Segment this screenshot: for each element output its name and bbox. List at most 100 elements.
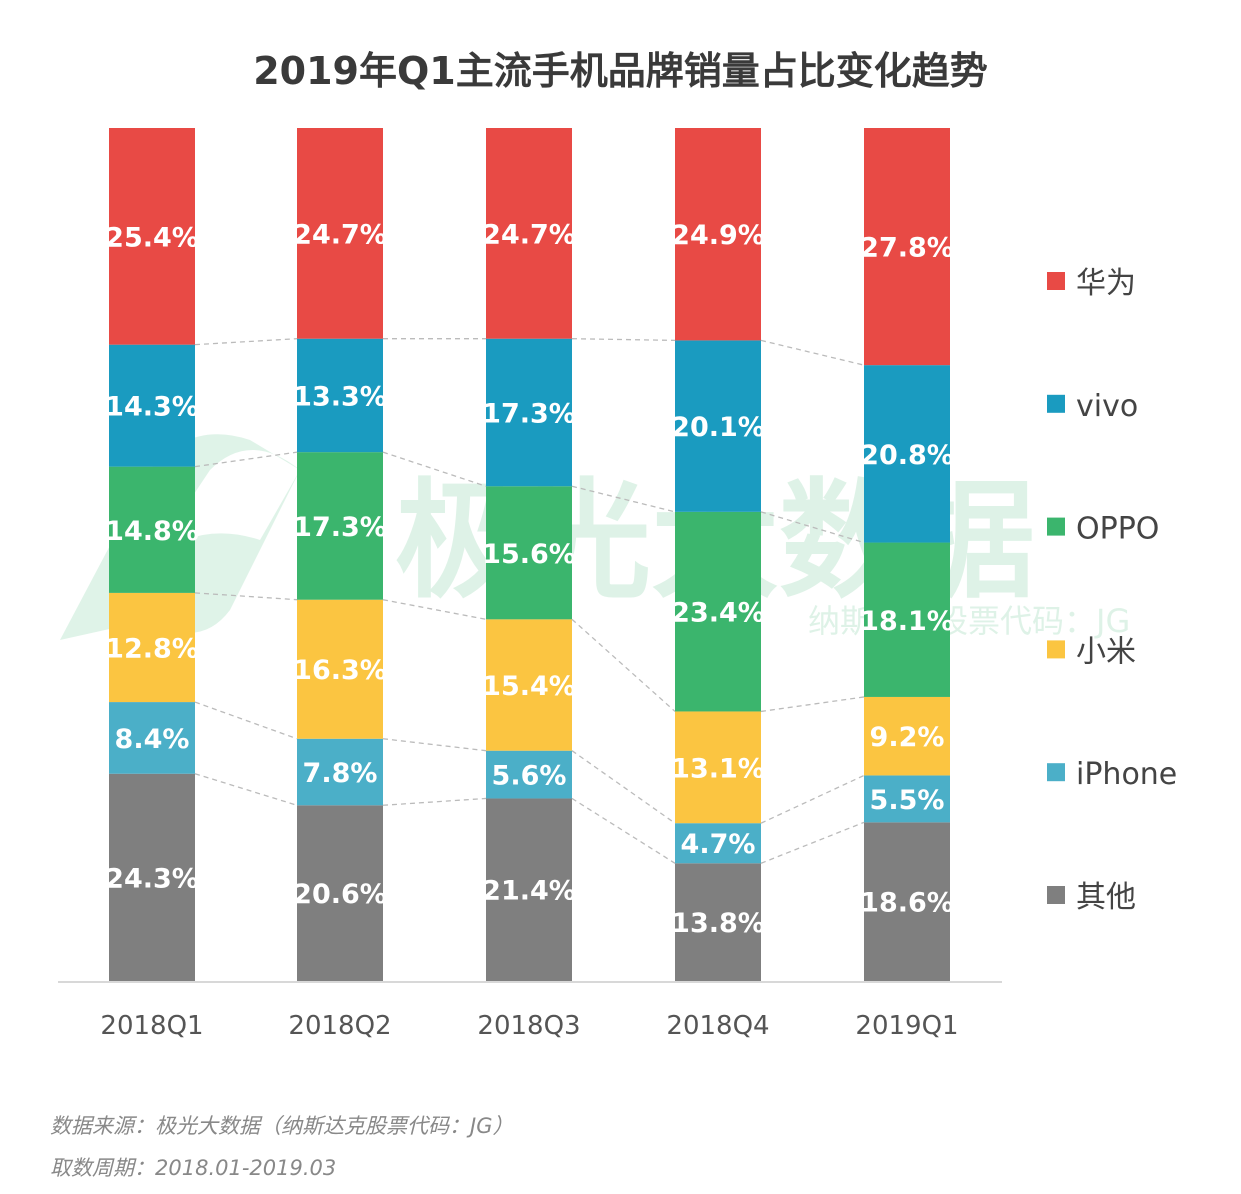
connector-line (194, 592, 298, 601)
bar-segment (109, 466, 195, 593)
bar-segment (486, 338, 572, 487)
bar-segment (675, 863, 761, 981)
legend-label: vivo (1076, 389, 1138, 424)
legend-swatch (1047, 886, 1065, 904)
data-label: 5.6% (492, 761, 567, 792)
watermark: 极光大数据纳斯达克股票代码：JG (60, 434, 1130, 640)
data-label: 14.3% (105, 392, 199, 423)
watermark-subtext: 纳斯达克股票代码：JG (808, 602, 1130, 640)
connector-line (382, 738, 487, 752)
bar-segment (864, 696, 950, 776)
bar-segment (864, 128, 950, 366)
data-label: 17.3% (482, 398, 576, 429)
bar-segment (864, 542, 950, 697)
legend-item-5: 其他 (1047, 880, 1136, 915)
x-tick-label: 2018Q4 (666, 1011, 769, 1041)
connector-line (194, 451, 298, 468)
data-label: 15.4% (482, 671, 576, 702)
bar-segment (864, 775, 950, 823)
legend-swatch (1047, 640, 1065, 659)
data-label: 21.4% (482, 876, 576, 907)
connector-line (571, 797, 676, 864)
bar-segment (675, 340, 761, 512)
bar-segment (486, 798, 572, 981)
data-label: 24.3% (105, 863, 199, 894)
bar-segment (675, 711, 761, 824)
bar-segment (109, 592, 195, 703)
bar-segment (109, 773, 195, 981)
bar-segment (675, 511, 761, 712)
bar-segment (109, 702, 195, 774)
connector-line (194, 338, 298, 346)
connector-line (571, 618, 676, 712)
bar-segment (297, 599, 383, 739)
bar-segment (864, 365, 950, 543)
connector-line (760, 339, 865, 366)
connector-line (760, 696, 865, 713)
legend-label: iPhone (1076, 757, 1177, 792)
data-label: 20.6% (293, 879, 387, 910)
data-label: 5.5% (870, 785, 945, 816)
legend-item-0: 华为 (1047, 266, 1136, 301)
data-label: 24.9% (671, 220, 765, 251)
connector-line (382, 797, 487, 806)
bar-segment (109, 128, 195, 345)
data-label: 18.6% (860, 888, 954, 919)
data-label: 20.8% (860, 440, 954, 471)
data-label: 18.1% (860, 606, 954, 637)
legend-item-3: 小米 (1047, 634, 1136, 669)
data-label: 13.8% (671, 908, 765, 939)
data-label: 7.8% (303, 758, 378, 789)
data-label: 8.4% (115, 724, 190, 755)
data-label: 13.1% (671, 753, 765, 784)
bar-segment (675, 823, 761, 864)
x-tick-label: 2018Q1 (100, 1011, 203, 1041)
legend-label: 华为 (1076, 266, 1136, 301)
data-label: 16.3% (293, 655, 387, 686)
bar-segment (486, 486, 572, 620)
data-label: 27.8% (860, 233, 954, 264)
bar-segment (486, 128, 572, 339)
connector-line (760, 821, 865, 864)
legend-swatch (1047, 394, 1065, 413)
data-label: 9.2% (870, 722, 945, 753)
x-tick-label: 2019Q1 (855, 1011, 958, 1041)
legend-label: OPPO (1076, 512, 1159, 547)
bar-segment (486, 750, 572, 799)
data-label: 14.8% (105, 516, 199, 547)
footer-source: 数据来源：极光大数据（纳斯达克股票代码：JG） (50, 1114, 514, 1138)
data-label: 12.8% (105, 633, 199, 664)
legend-swatch (1047, 272, 1065, 290)
data-label: 24.7% (482, 219, 576, 250)
bar-segment (864, 822, 950, 981)
bar-segment (297, 805, 383, 981)
connector-line (760, 774, 865, 824)
bar-segment (297, 128, 383, 339)
x-tick-label: 2018Q2 (288, 1011, 391, 1041)
connector-line (382, 451, 487, 487)
connector-line (194, 701, 298, 740)
data-label: 24.7% (293, 219, 387, 250)
x-tick-label: 2018Q3 (477, 1011, 580, 1041)
data-label: 4.7% (681, 829, 756, 860)
data-label: 17.3% (293, 512, 387, 543)
bar-segment (297, 338, 383, 453)
data-label: 25.4% (105, 222, 199, 253)
data-label: 15.6% (482, 539, 576, 570)
bar-segment (109, 344, 195, 467)
bar-segment (675, 128, 761, 341)
bar-segment (297, 738, 383, 806)
legend-item-4: iPhone (1047, 757, 1177, 792)
data-label: 20.1% (671, 412, 765, 443)
legend-label: 其他 (1076, 880, 1136, 915)
connector-line (571, 338, 676, 342)
chart-title: 2019年Q1主流手机品牌销量占比变化趋势 (253, 49, 988, 93)
legend-label: 小米 (1076, 634, 1136, 669)
legend-item-2: OPPO (1047, 512, 1159, 547)
bar-segment (297, 452, 383, 600)
data-label: 13.3% (293, 381, 387, 412)
legend-swatch (1047, 517, 1065, 536)
connector-line (194, 773, 298, 806)
